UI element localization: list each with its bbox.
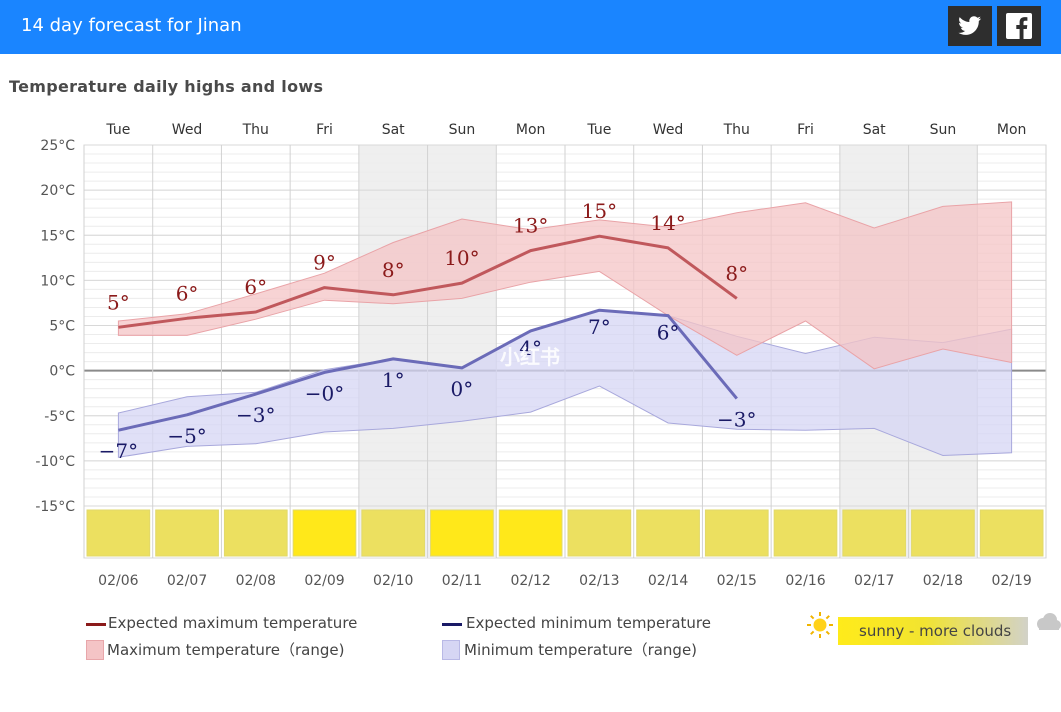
legend-max-range: Maximum temperature（range) bbox=[107, 641, 345, 659]
day-label: Tue bbox=[586, 122, 611, 138]
y-tick-label: -5°C bbox=[44, 409, 75, 425]
day-label: Sun bbox=[930, 122, 957, 138]
date-label: 02/10 bbox=[373, 573, 413, 589]
max-temp-label: 9° bbox=[313, 251, 336, 275]
weather-tile bbox=[704, 509, 769, 557]
weekend-shade bbox=[358, 145, 428, 558]
day-label: Wed bbox=[653, 122, 684, 138]
weather-tile bbox=[223, 509, 288, 557]
weather-tile bbox=[911, 509, 975, 557]
date-label: 02/08 bbox=[236, 573, 276, 589]
weather-tile bbox=[361, 509, 426, 557]
weather-tile bbox=[979, 509, 1044, 557]
day-label: Sat bbox=[863, 122, 886, 138]
date-label: 02/15 bbox=[717, 573, 757, 589]
day-label: Sat bbox=[382, 122, 405, 138]
day-label: Tue bbox=[105, 122, 130, 138]
min-line-swatch bbox=[442, 623, 462, 626]
weather-tile bbox=[292, 509, 357, 557]
min-temp-label: 4° bbox=[519, 336, 542, 360]
date-label: 02/18 bbox=[923, 573, 963, 589]
max-temp-label: 6° bbox=[244, 275, 267, 299]
date-label: 02/13 bbox=[579, 573, 619, 589]
legend-min-expected: Expected minimum temperature bbox=[466, 614, 711, 632]
min-range-swatch bbox=[442, 640, 460, 660]
weather-legend-bar: sunny - more clouds bbox=[838, 617, 1028, 645]
y-tick-label: 10°C bbox=[40, 273, 75, 289]
max-temp-label: 5° bbox=[107, 290, 130, 314]
max-line-swatch bbox=[86, 623, 106, 626]
weather-tile bbox=[567, 509, 632, 557]
max-temp-label: 14° bbox=[650, 211, 685, 235]
header-bar: 14 day forecast for Jinan bbox=[0, 0, 1061, 54]
min-temp-label: −3° bbox=[717, 408, 756, 432]
day-label: Sun bbox=[449, 122, 476, 138]
day-label: Fri bbox=[797, 122, 814, 138]
date-label: 02/17 bbox=[854, 573, 894, 589]
min-temp-label: 1° bbox=[382, 368, 405, 392]
date-label: 02/14 bbox=[648, 573, 688, 589]
legend-min-range: Minimum temperature（range) bbox=[464, 641, 698, 659]
page-title: 14 day forecast for Jinan bbox=[21, 15, 242, 36]
min-temp-label: −3° bbox=[236, 403, 275, 427]
max-temp-label: 15° bbox=[582, 199, 617, 223]
min-temp-label: 7° bbox=[588, 315, 611, 339]
facebook-button[interactable] bbox=[997, 6, 1041, 46]
weather-tile bbox=[155, 509, 219, 557]
max-temp-label: 8° bbox=[382, 258, 405, 282]
weather-legend-label: sunny - more clouds bbox=[859, 622, 1012, 640]
y-tick-label: 25°C bbox=[40, 138, 75, 154]
chart-title: Temperature daily highs and lows bbox=[9, 77, 324, 96]
y-tick-label: -15°C bbox=[35, 499, 75, 515]
min-temp-label: −0° bbox=[305, 381, 344, 405]
weather-tile bbox=[498, 509, 563, 557]
weather-tile bbox=[86, 509, 151, 557]
y-tick-label: 0°C bbox=[49, 364, 75, 380]
min-temp-label: −7° bbox=[99, 439, 138, 463]
min-temp-label: 6° bbox=[657, 321, 680, 345]
cloud-icon bbox=[1037, 613, 1061, 630]
date-label: 02/12 bbox=[510, 573, 550, 589]
max-temp-label: 10° bbox=[444, 246, 479, 270]
day-label: Wed bbox=[172, 122, 203, 138]
twitter-button[interactable] bbox=[948, 6, 992, 46]
day-label: Thu bbox=[723, 122, 750, 138]
day-label: Fri bbox=[316, 122, 333, 138]
y-tick-label: 5°C bbox=[49, 319, 75, 335]
date-label: 02/06 bbox=[98, 573, 138, 589]
sun-icon bbox=[807, 612, 833, 638]
weather-tile bbox=[430, 509, 494, 557]
max-temp-label: 6° bbox=[176, 281, 199, 305]
day-label: Mon bbox=[997, 122, 1027, 138]
facebook-icon bbox=[1006, 13, 1032, 39]
legend-max-expected: Expected maximum temperature bbox=[108, 614, 358, 632]
date-label: 02/19 bbox=[991, 573, 1031, 589]
max-expected-line bbox=[118, 234, 738, 329]
watermark-text: 小红书 bbox=[500, 345, 560, 369]
date-label: 02/11 bbox=[442, 573, 482, 589]
max-temp-label: 8° bbox=[725, 261, 748, 285]
min-expected-line bbox=[118, 308, 738, 432]
date-label: 02/09 bbox=[304, 573, 344, 589]
y-tick-label: 15°C bbox=[40, 228, 75, 244]
weather-tile bbox=[842, 509, 907, 557]
weather-tile bbox=[636, 509, 700, 557]
min-temp-label: −5° bbox=[167, 424, 206, 448]
date-label: 02/16 bbox=[785, 573, 825, 589]
weekend-shade bbox=[427, 145, 497, 558]
day-label: Thu bbox=[242, 122, 269, 138]
date-label: 02/07 bbox=[167, 573, 207, 589]
y-tick-label: -10°C bbox=[35, 454, 75, 470]
weather-tile bbox=[773, 509, 838, 557]
y-tick-label: 20°C bbox=[40, 183, 75, 199]
max-range-area bbox=[117, 201, 1013, 370]
day-label: Mon bbox=[516, 122, 546, 138]
max-temp-label: 13° bbox=[513, 214, 548, 238]
max-range-swatch bbox=[86, 640, 104, 660]
min-temp-label: 0° bbox=[451, 377, 474, 401]
twitter-icon bbox=[958, 16, 981, 35]
